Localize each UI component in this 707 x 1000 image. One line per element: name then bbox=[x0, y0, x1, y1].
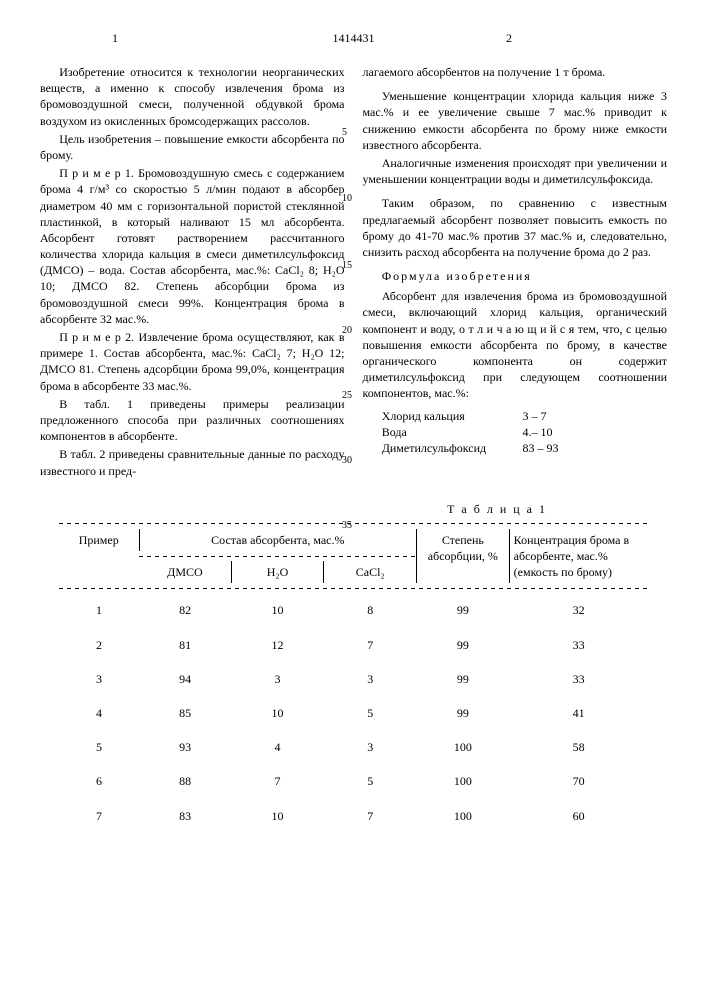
cell: 81 bbox=[139, 628, 231, 662]
cell: 82 bbox=[139, 593, 231, 627]
paragraph: лагаемого абсорбентов на получение 1 т б… bbox=[363, 64, 668, 80]
cell: 99 bbox=[417, 662, 510, 696]
cell: 100 bbox=[417, 764, 510, 798]
cell: 60 bbox=[509, 799, 648, 833]
line-number: 15 bbox=[342, 259, 352, 273]
paragraph: Цель изобретения – повышение емкости абс… bbox=[40, 131, 345, 163]
th-cacl2: CaCl₂ bbox=[324, 561, 417, 583]
cell: 8 bbox=[324, 593, 417, 627]
line-number: 25 bbox=[342, 389, 352, 403]
cell: 10 bbox=[231, 593, 324, 627]
th-absorption: Степень абсорбции, % bbox=[417, 529, 510, 584]
cell: 12 bbox=[231, 628, 324, 662]
formula-value: 83 – 93 bbox=[523, 440, 559, 456]
cell: 93 bbox=[139, 730, 231, 764]
cell: 1 bbox=[59, 593, 139, 627]
cell: 4 bbox=[59, 696, 139, 730]
table-row: 4851059941 bbox=[59, 696, 648, 730]
paragraph: Таким образом, по сравнению с известным … bbox=[363, 195, 668, 260]
cell: 5 bbox=[59, 730, 139, 764]
data-table: Пример Состав абсорбента, мас.% Степень … bbox=[59, 519, 648, 833]
line-number: 20 bbox=[342, 324, 352, 338]
formula-label: Диметилсульфоксид bbox=[363, 440, 523, 456]
cell: 3 bbox=[324, 662, 417, 696]
table-body: 1821089932 2811279933 394339933 48510599… bbox=[59, 593, 648, 832]
cell: 94 bbox=[139, 662, 231, 696]
formula-value: 3 – 7 bbox=[523, 408, 547, 424]
right-column: лагаемого абсорбентов на получение 1 т б… bbox=[363, 64, 668, 481]
cell: 6 bbox=[59, 764, 139, 798]
table-row: 5934310058 bbox=[59, 730, 648, 764]
line-number: 35 bbox=[342, 519, 352, 533]
paragraph: В табл. 2 приведены сравнительные данные… bbox=[40, 446, 345, 478]
col-num-left: 1 bbox=[112, 30, 118, 46]
cell: 3 bbox=[324, 730, 417, 764]
patent-number: 1414431 bbox=[333, 30, 375, 46]
cell: 5 bbox=[324, 696, 417, 730]
cell: 99 bbox=[417, 593, 510, 627]
paragraph: П р и м е р 1. Бромовоздушную смесь с со… bbox=[40, 165, 345, 327]
table-1: Т а б л и ц а 1 Пример Состав абсорбента… bbox=[40, 501, 667, 833]
cell: 10 bbox=[231, 696, 324, 730]
cell: 7 bbox=[59, 799, 139, 833]
table-row: 78310710060 bbox=[59, 799, 648, 833]
paragraph: П р и м е р 2. Извлечение брома осуществ… bbox=[40, 329, 345, 394]
table-row: 6887510070 bbox=[59, 764, 648, 798]
left-column: Изобретение относится к технологии неорг… bbox=[40, 64, 345, 481]
cell: 33 bbox=[509, 628, 648, 662]
cell: 41 bbox=[509, 696, 648, 730]
line-number: 10 bbox=[342, 192, 352, 206]
cell: 88 bbox=[139, 764, 231, 798]
cell: 10 bbox=[231, 799, 324, 833]
formula-table: Хлорид кальция 3 – 7 Вода 4.– 10 Диметил… bbox=[363, 408, 668, 457]
formula-row: Диметилсульфоксид 83 – 93 bbox=[363, 440, 668, 456]
cell: 99 bbox=[417, 696, 510, 730]
line-number: 5 bbox=[342, 126, 347, 140]
th-concentration: Концентрация брома в абсорбенте, мас.% (… bbox=[509, 529, 648, 584]
text-columns: Изобретение относится к технологии неорг… bbox=[40, 64, 667, 481]
cell: 85 bbox=[139, 696, 231, 730]
cell: 83 bbox=[139, 799, 231, 833]
cell: 7 bbox=[324, 628, 417, 662]
formula-row: Хлорид кальция 3 – 7 bbox=[363, 408, 668, 424]
formula-title: Формула изобретения bbox=[363, 268, 668, 284]
th-example: Пример bbox=[59, 529, 139, 584]
paragraph: Изобретение относится к технологии неорг… bbox=[40, 64, 345, 129]
table-row: 2811279933 bbox=[59, 628, 648, 662]
col-num-right: 2 bbox=[506, 30, 512, 46]
th-h2o: H₂O bbox=[231, 561, 324, 583]
th-composition: Состав абсорбента, мас.% bbox=[139, 529, 416, 551]
cell: 33 bbox=[509, 662, 648, 696]
th-dmso: ДМСО bbox=[139, 561, 231, 583]
table-row: 394339933 bbox=[59, 662, 648, 696]
paragraph: В табл. 1 приведены примеры реализации п… bbox=[40, 396, 345, 445]
cell: 4 bbox=[231, 730, 324, 764]
paragraph: Абсорбент для извлечения брома из бромов… bbox=[363, 288, 668, 401]
formula-label: Хлорид кальция bbox=[363, 408, 523, 424]
cell: 7 bbox=[324, 799, 417, 833]
cell: 99 bbox=[417, 628, 510, 662]
paragraph: Аналогичные изменения происходят при уве… bbox=[363, 155, 668, 187]
cell: 3 bbox=[231, 662, 324, 696]
cell: 5 bbox=[324, 764, 417, 798]
cell: 3 bbox=[59, 662, 139, 696]
formula-label: Вода bbox=[363, 424, 523, 440]
line-number: 30 bbox=[342, 454, 352, 468]
cell: 58 bbox=[509, 730, 648, 764]
cell: 2 bbox=[59, 628, 139, 662]
paragraph: Уменьшение концентрации хлорида кальция … bbox=[363, 88, 668, 153]
formula-value: 4.– 10 bbox=[523, 424, 553, 440]
cell: 7 bbox=[231, 764, 324, 798]
table-caption: Т а б л и ц а 1 bbox=[40, 501, 667, 517]
cell: 32 bbox=[509, 593, 648, 627]
table-row: 1821089932 bbox=[59, 593, 648, 627]
cell: 100 bbox=[417, 799, 510, 833]
cell: 70 bbox=[509, 764, 648, 798]
page-header: 1 1414431 2 bbox=[40, 30, 667, 50]
cell: 100 bbox=[417, 730, 510, 764]
formula-row: Вода 4.– 10 bbox=[363, 424, 668, 440]
